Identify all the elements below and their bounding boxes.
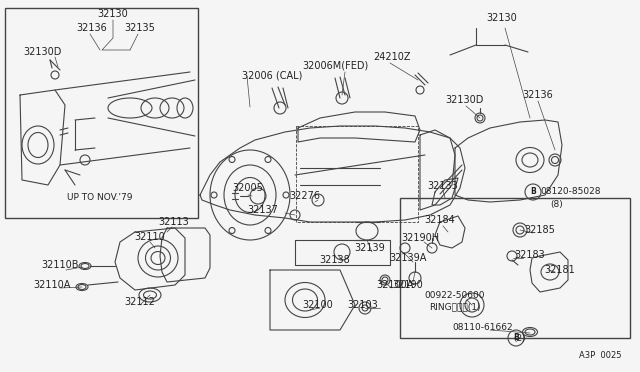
Text: (8): (8) [550, 201, 563, 209]
Text: 32137: 32137 [247, 205, 278, 215]
Text: 32138: 32138 [319, 255, 350, 265]
Text: 32006 (CAL): 32006 (CAL) [242, 70, 302, 80]
Text: UP TO NOV.'79: UP TO NOV.'79 [67, 193, 132, 202]
Bar [296, 126, 418, 222]
Text: (2): (2) [514, 334, 526, 343]
Text: 32113: 32113 [159, 217, 189, 227]
Text: 32139A: 32139A [389, 253, 427, 263]
Text: 32133: 32133 [428, 181, 458, 191]
Text: 32185: 32185 [525, 225, 556, 235]
Text: B: B [513, 334, 519, 343]
Bar [5, 8, 198, 218]
Bar [400, 198, 630, 338]
Text: 32135: 32135 [125, 23, 156, 33]
Text: 32006M(FED): 32006M(FED) [302, 60, 368, 70]
Text: 32110A: 32110A [33, 280, 70, 290]
Text: 32139: 32139 [355, 243, 385, 253]
Text: 32181: 32181 [545, 265, 575, 275]
Text: 32112: 32112 [125, 297, 156, 307]
Text: A3P  0025: A3P 0025 [579, 352, 621, 360]
Text: 32110: 32110 [134, 232, 165, 242]
Text: RINGリング(1): RINGリング(1) [429, 302, 481, 311]
Text: 32184: 32184 [424, 215, 456, 225]
Text: 32276: 32276 [289, 191, 321, 201]
Text: 32190H: 32190H [401, 233, 439, 243]
Text: 32183: 32183 [515, 250, 545, 260]
Text: 08120-85028: 08120-85028 [540, 187, 600, 196]
Text: 32136: 32136 [523, 90, 554, 100]
Text: 32110B: 32110B [41, 260, 79, 270]
Text: 32100: 32100 [303, 300, 333, 310]
Text: 24210Z: 24210Z [373, 52, 411, 62]
Text: 32103: 32103 [348, 300, 378, 310]
Text: 32005: 32005 [232, 183, 264, 193]
Text: 32130: 32130 [98, 9, 129, 19]
Text: 32130: 32130 [486, 13, 517, 23]
Text: 00922-50600: 00922-50600 [425, 291, 485, 299]
Text: 08110-61662: 08110-61662 [452, 324, 513, 333]
Text: B: B [530, 187, 536, 196]
Text: 32130D: 32130D [23, 47, 61, 57]
Text: 32130D: 32130D [446, 95, 484, 105]
Text: 32100A: 32100A [376, 280, 413, 290]
Text: 32190: 32190 [392, 280, 424, 290]
Text: 32136: 32136 [77, 23, 108, 33]
